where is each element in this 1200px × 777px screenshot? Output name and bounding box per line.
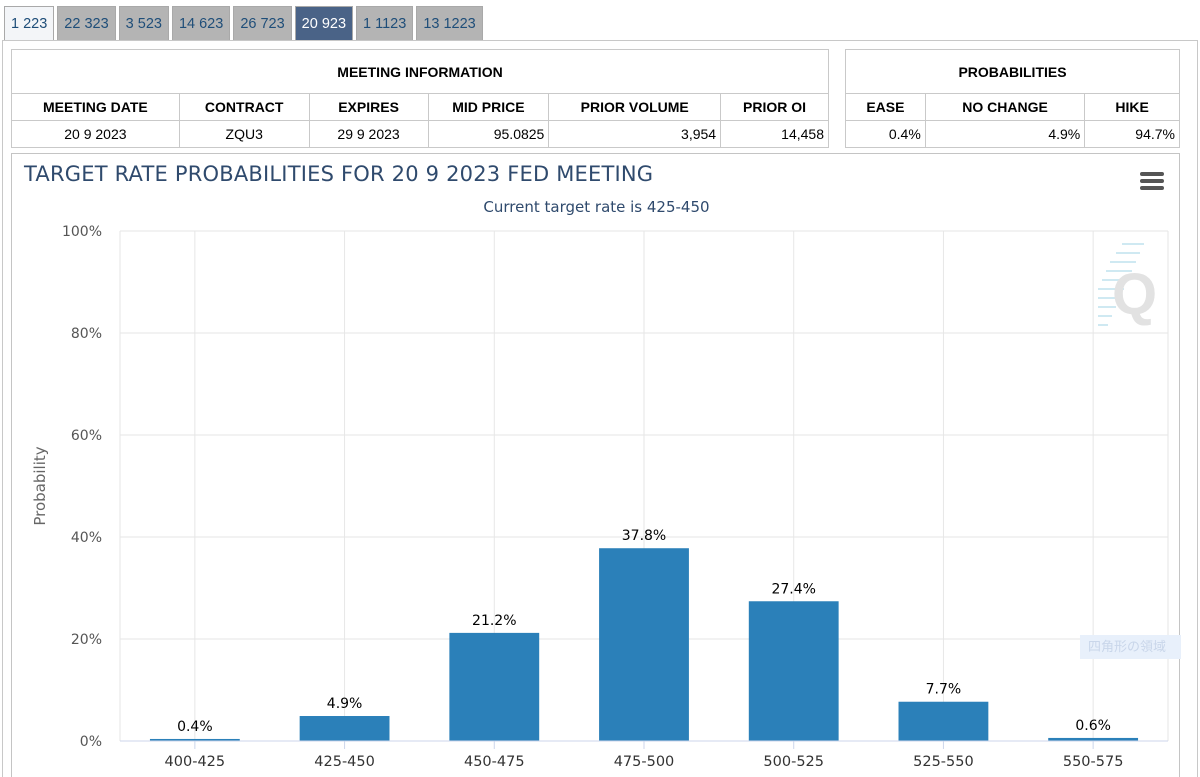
y-tick-label: 80%	[71, 326, 102, 342]
bar-425-450	[299, 716, 390, 741]
header-prior-oi: PRIOR OI	[720, 93, 829, 121]
x-tick-label: 475-500	[614, 754, 675, 770]
bar-550-575	[1048, 737, 1139, 741]
data-label: 37.8%	[622, 528, 666, 544]
header-meeting-date: MEETING DATE	[11, 93, 180, 121]
probabilities-heading: PROBABILITIES	[845, 49, 1180, 94]
mid-price-value: 95.0825	[427, 120, 550, 148]
bar-525-550	[898, 701, 989, 741]
hike-value: 94.7%	[1084, 120, 1180, 148]
bar-450-475	[449, 632, 540, 741]
tab-26-723[interactable]: 26 723	[233, 6, 292, 40]
target-rate-chart: Q 0% 20% 40% 60% 80% 100% 0.4% 400-425 4.9% 425-45…	[11, 153, 1181, 777]
no-change-value: 4.9%	[924, 120, 1086, 148]
prior-volume-value: 3,954	[548, 120, 722, 148]
data-label: 21.2%	[472, 613, 516, 629]
y-tick-label: 0%	[80, 734, 102, 750]
tab-20-923[interactable]: 20 923	[294, 6, 354, 40]
contract-value: ZQU3	[178, 120, 310, 148]
logo-icon: Q	[1112, 262, 1157, 327]
x-tick-label: 400-425	[165, 754, 226, 770]
bar-475-500	[599, 548, 689, 741]
chart-plot: Q 0% 20% 40% 60% 80% 100% 0.4% 400-425 4.9% 425-45…	[31, 224, 1169, 770]
hamburger-menu-icon[interactable]	[1140, 172, 1164, 192]
annotation-hint: 四角形の領域	[1080, 635, 1181, 659]
header-hike: HIKE	[1084, 93, 1180, 121]
expires-value: 29 9 2023	[308, 120, 429, 148]
x-tick-label: 425-450	[314, 754, 375, 770]
x-tick-label: 500-525	[763, 754, 824, 770]
header-prior-volume: PRIOR VOLUME	[548, 93, 722, 121]
tab-1-223[interactable]: 1 223	[4, 6, 55, 40]
y-tick-label: 40%	[71, 530, 102, 546]
meeting-tabs: 1 223 22 323 3 523 14 623 26 723 20 923 1 1123…	[4, 6, 483, 41]
data-label: 27.4%	[771, 581, 815, 597]
y-tick-label: 60%	[71, 428, 102, 444]
chart-title: TARGET RATE PROBABILITIES FOR 20 9 2023 …	[24, 162, 654, 186]
meeting-information-heading: MEETING INFORMATION	[11, 49, 829, 94]
probabilities-table: PROBABILITIES EASE NO CHANGE HIKE 0.4% 4…	[845, 49, 1180, 148]
data-label: 0.4%	[177, 719, 213, 735]
data-label: 0.6%	[1075, 718, 1111, 734]
tab-22-323[interactable]: 22 323	[57, 6, 116, 40]
meeting-information-table: MEETING INFORMATION MEETING DATE CONTRAC…	[11, 49, 829, 148]
header-expires: EXPIRES	[308, 93, 429, 121]
bar-400-425	[149, 738, 240, 741]
header-no-change: NO CHANGE	[924, 93, 1086, 121]
x-tick-label: 450-475	[464, 754, 525, 770]
chart-subtitle: Current target rate is 425-450	[483, 198, 710, 216]
x-tick-label: 525-550	[913, 754, 974, 770]
tab-14-623[interactable]: 14 623	[171, 6, 231, 40]
tab-13-1223[interactable]: 13 1223	[416, 6, 483, 40]
header-ease: EASE	[845, 93, 926, 121]
y-tick-label: 20%	[71, 632, 102, 648]
x-tick-label: 550-575	[1063, 754, 1124, 770]
ease-value: 0.4%	[845, 120, 926, 148]
y-axis-title: Probability	[31, 446, 49, 525]
tab-1-1123[interactable]: 1 1123	[356, 6, 414, 40]
data-label: 4.9%	[327, 696, 363, 712]
tab-3-523[interactable]: 3 523	[118, 6, 169, 40]
data-label: 7.7%	[926, 682, 962, 698]
y-tick-label: 100%	[62, 224, 102, 240]
bar-500-525	[748, 601, 839, 741]
header-contract: CONTRACT	[178, 93, 310, 121]
header-mid-price: MID PRICE	[427, 93, 550, 121]
prior-oi-value: 14,458	[720, 120, 829, 148]
meeting-date-value: 20 9 2023	[11, 120, 180, 148]
